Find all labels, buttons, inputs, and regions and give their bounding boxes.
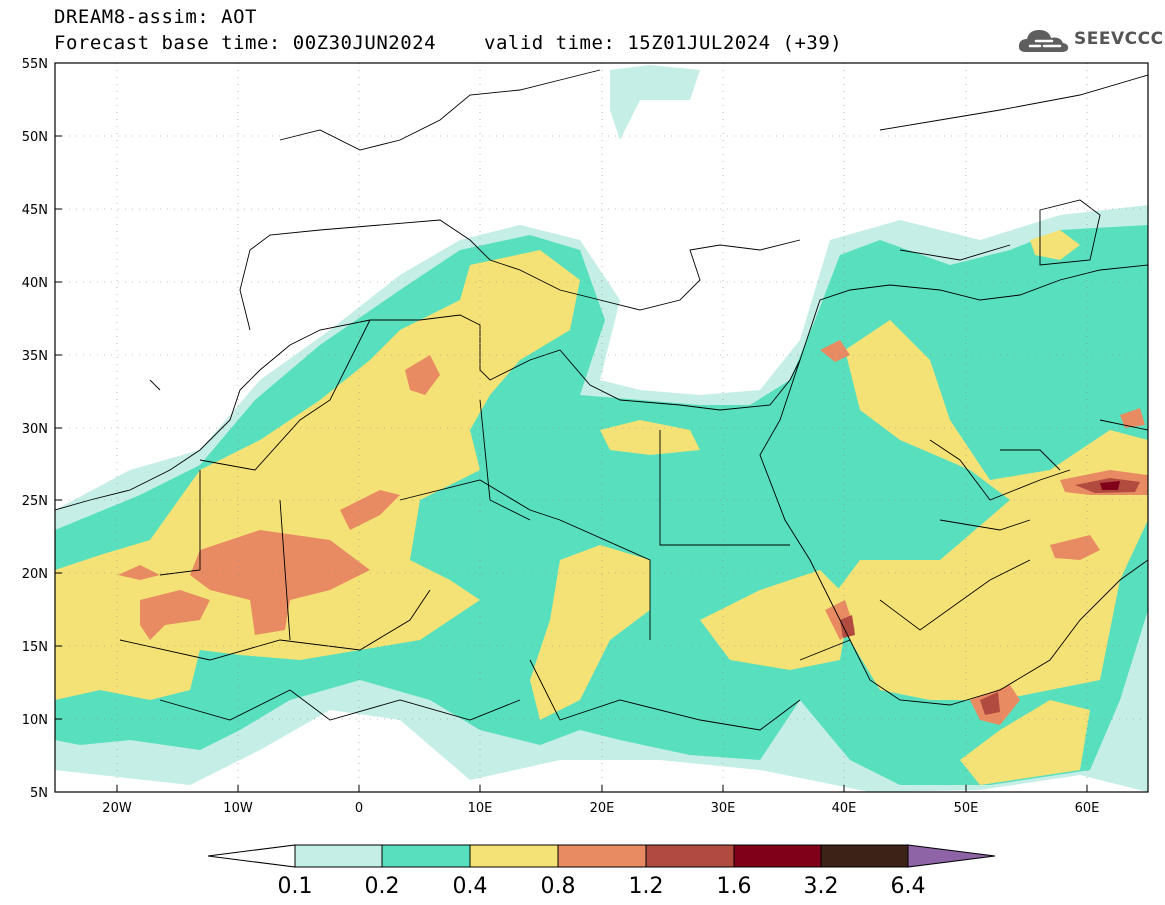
lon-label: 10W bbox=[223, 801, 253, 816]
colorbar-label: 0.4 bbox=[453, 874, 488, 899]
lon-label: 60E bbox=[1075, 801, 1100, 816]
seevccc-logo: SEEVCCC bbox=[1016, 24, 1163, 58]
logo-text: SEEVCCC bbox=[1074, 29, 1164, 49]
lon-labels: 20W 10W 0 10E 20E 30E 40E 50E 60E bbox=[102, 801, 1099, 816]
colorbar-label: 1.2 bbox=[629, 874, 664, 899]
aot-field bbox=[55, 63, 1148, 792]
colorbar-label: 0.1 bbox=[278, 874, 313, 899]
contour-0.4 bbox=[55, 250, 580, 700]
lon-label: 20W bbox=[102, 801, 132, 816]
time-info: Forecast base time: 00Z30JUN2024 valid ti… bbox=[54, 32, 842, 54]
lat-label: 10N bbox=[22, 713, 48, 728]
lat-label: 25N bbox=[22, 494, 48, 509]
colorbar-label: 0.2 bbox=[365, 874, 400, 899]
colorbar-label: 1.6 bbox=[717, 874, 752, 899]
colorbar-segment bbox=[294, 844, 383, 868]
lat-label: 55N bbox=[22, 57, 48, 72]
base-time: Forecast base time: 00Z30JUN2024 bbox=[54, 32, 437, 54]
colorbar-segment bbox=[645, 844, 735, 868]
valid-time: valid time: 15Z01JUL2024 (+39) bbox=[484, 32, 843, 54]
lat-label: 35N bbox=[22, 349, 48, 364]
colorbar-segment bbox=[733, 844, 822, 868]
lon-label: 50E bbox=[954, 801, 979, 816]
colorbar-labels: 0.1 0.2 0.4 0.8 1.2 1.6 3.2 6.4 bbox=[278, 874, 926, 899]
colorbar-low-arrow bbox=[207, 844, 296, 868]
map-title: DREAM8-assim: AOT bbox=[54, 6, 257, 28]
lon-label: 40E bbox=[832, 801, 857, 816]
lat-label: 50N bbox=[22, 130, 48, 145]
colorbar-high-arrow bbox=[907, 844, 996, 868]
colorbar-label: 0.8 bbox=[541, 874, 576, 899]
colorbar-label: 3.2 bbox=[804, 874, 839, 899]
contour-0.8 bbox=[190, 530, 370, 635]
coastlines bbox=[55, 69, 1148, 731]
lon-label: 30E bbox=[711, 801, 736, 816]
colorbar-segment bbox=[469, 844, 559, 868]
lat-label: 40N bbox=[22, 276, 48, 291]
colorbar bbox=[207, 844, 996, 868]
lon-label: 20E bbox=[590, 801, 615, 816]
tick-marks bbox=[55, 62, 1088, 793]
cloud-icon bbox=[1018, 30, 1069, 52]
lat-label: 20N bbox=[22, 567, 48, 582]
lat-label: 15N bbox=[22, 640, 48, 655]
colorbar-segment bbox=[820, 844, 909, 868]
lat-labels: 55N 50N 45N 40N 35N 30N 25N 20N 15N 10N … bbox=[22, 57, 48, 801]
colorbar-segment bbox=[557, 844, 647, 868]
lat-label: 45N bbox=[22, 203, 48, 218]
lat-label: 30N bbox=[22, 422, 48, 437]
lon-label: 10E bbox=[468, 801, 493, 816]
grid-lines bbox=[55, 63, 1148, 792]
lat-label: 5N bbox=[30, 786, 48, 801]
colorbar-segment bbox=[381, 844, 471, 868]
lon-label: 0 bbox=[355, 801, 363, 816]
colorbar-label: 6.4 bbox=[891, 874, 926, 899]
